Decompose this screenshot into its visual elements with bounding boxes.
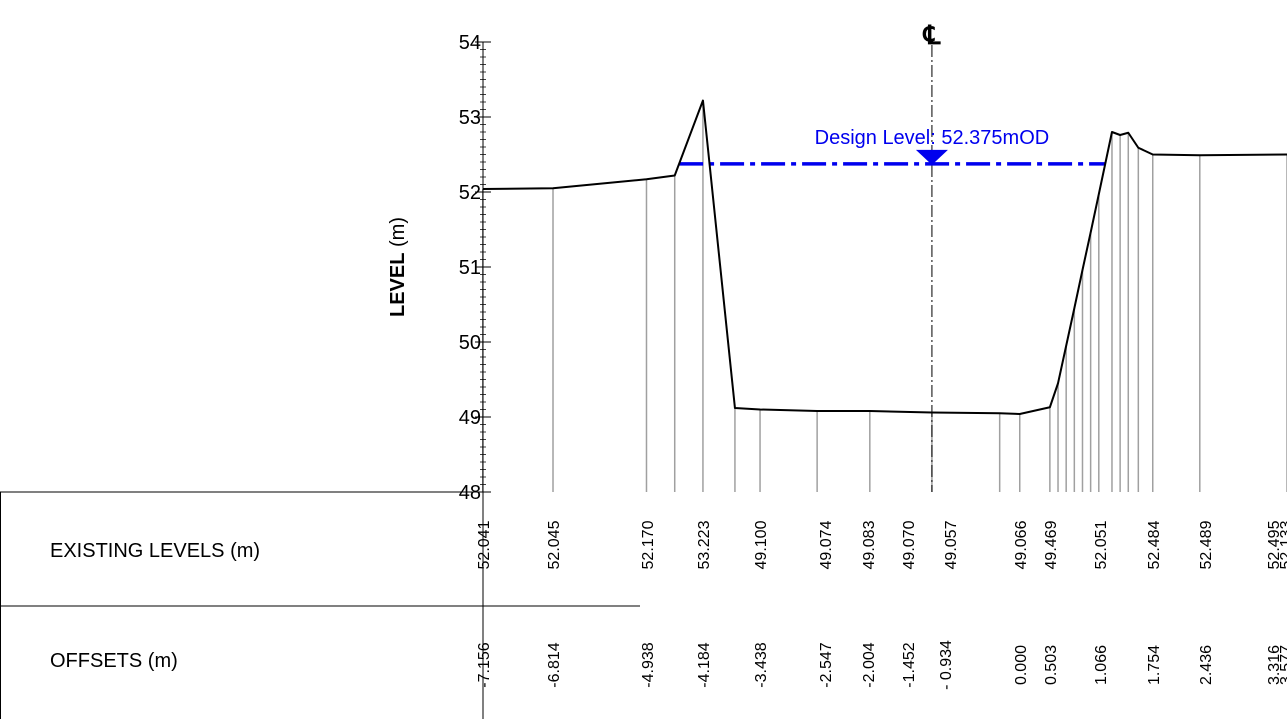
cell-value: -4.938	[640, 642, 657, 687]
cell-value: -4.184	[696, 642, 713, 687]
cell-value: 49.057	[943, 520, 960, 569]
y-tick-label: 53	[459, 107, 481, 129]
cell-value: 49.083	[861, 520, 878, 569]
cell-value: 52.133	[1278, 520, 1287, 569]
cell-value: 1.066	[1093, 645, 1110, 685]
design-level-label: Design Level: 52.375mOD	[815, 127, 1050, 149]
cell-value: 52.495	[1266, 520, 1283, 569]
cell-value: -1.452	[901, 642, 918, 687]
cell-value: 53.223	[696, 520, 713, 569]
cell-value: 49.100	[753, 520, 770, 569]
y-tick-label: 49	[459, 407, 481, 429]
cell-value: 3.316	[1266, 645, 1283, 685]
cell-value: 3.577	[1278, 645, 1287, 685]
cell-value: 52.489	[1198, 520, 1215, 569]
cell-value: 49.469	[1043, 520, 1060, 569]
y-tick-label: 52	[459, 182, 481, 204]
y-axis-unit: (m)	[387, 217, 409, 247]
cell-value: -6.814	[546, 642, 563, 687]
cell-value: 1.754	[1146, 645, 1163, 685]
y-tick-label: 48	[459, 482, 481, 504]
y-axis-label: LEVEL (m)	[387, 217, 409, 317]
cell-value: -2.004	[861, 642, 878, 687]
centerline-symbol: ℄	[923, 20, 942, 50]
cell-value: 49.074	[818, 520, 835, 569]
cell-value: 52.051	[1093, 520, 1110, 569]
cell-value: 52.170	[640, 520, 657, 569]
cell-value: 0.000	[1013, 645, 1030, 685]
cell-value: 52.045	[546, 520, 563, 569]
cell-value: -7.156	[476, 642, 493, 687]
row-label: OFFSETS (m)	[50, 650, 178, 672]
y-axis-title: LEVEL	[387, 253, 409, 317]
cell-value: 2.436	[1198, 645, 1215, 685]
ground-profile	[482, 99, 1287, 415]
cell-value: 49.070	[901, 520, 918, 569]
cell-value: - 0.934	[938, 640, 955, 690]
y-tick-label: 54	[459, 32, 481, 54]
cell-value: 52.041	[476, 520, 493, 569]
cell-value: 0.503	[1043, 645, 1060, 685]
cell-value: -2.547	[818, 642, 835, 687]
y-tick-label: 50	[459, 332, 481, 354]
cell-value: -3.438	[753, 642, 770, 687]
cell-value: 52.484	[1146, 520, 1163, 569]
y-tick-label: 51	[459, 257, 481, 279]
design-level-marker	[915, 149, 948, 165]
row-label: EXISTING LEVELS (m)	[50, 540, 260, 562]
cell-value: 49.066	[1013, 520, 1030, 569]
